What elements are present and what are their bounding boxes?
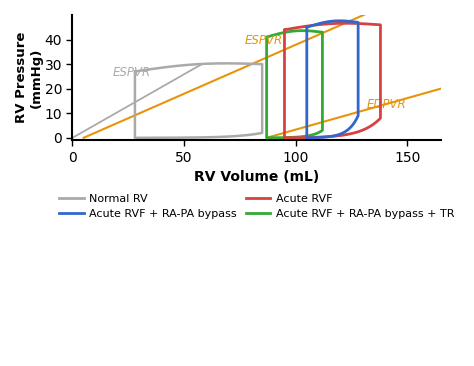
X-axis label: RV Volume (mL): RV Volume (mL) — [194, 170, 319, 184]
Text: ESPVR: ESPVR — [113, 66, 151, 79]
Text: EDPVR: EDPVR — [367, 98, 407, 111]
Y-axis label: RV Pressure
(mmHg): RV Pressure (mmHg) — [15, 32, 43, 123]
Text: ESPVR: ESPVR — [244, 34, 283, 48]
Legend: Normal RV, Acute RVF + RA-PA bypass, Acute RVF, Acute RVF + RA-PA bypass + TR: Normal RV, Acute RVF + RA-PA bypass, Acu… — [55, 190, 458, 223]
